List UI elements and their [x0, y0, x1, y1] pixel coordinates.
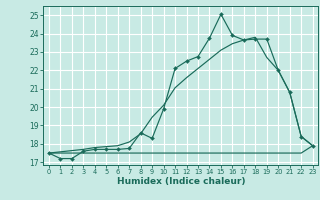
X-axis label: Humidex (Indice chaleur): Humidex (Indice chaleur): [116, 177, 245, 186]
